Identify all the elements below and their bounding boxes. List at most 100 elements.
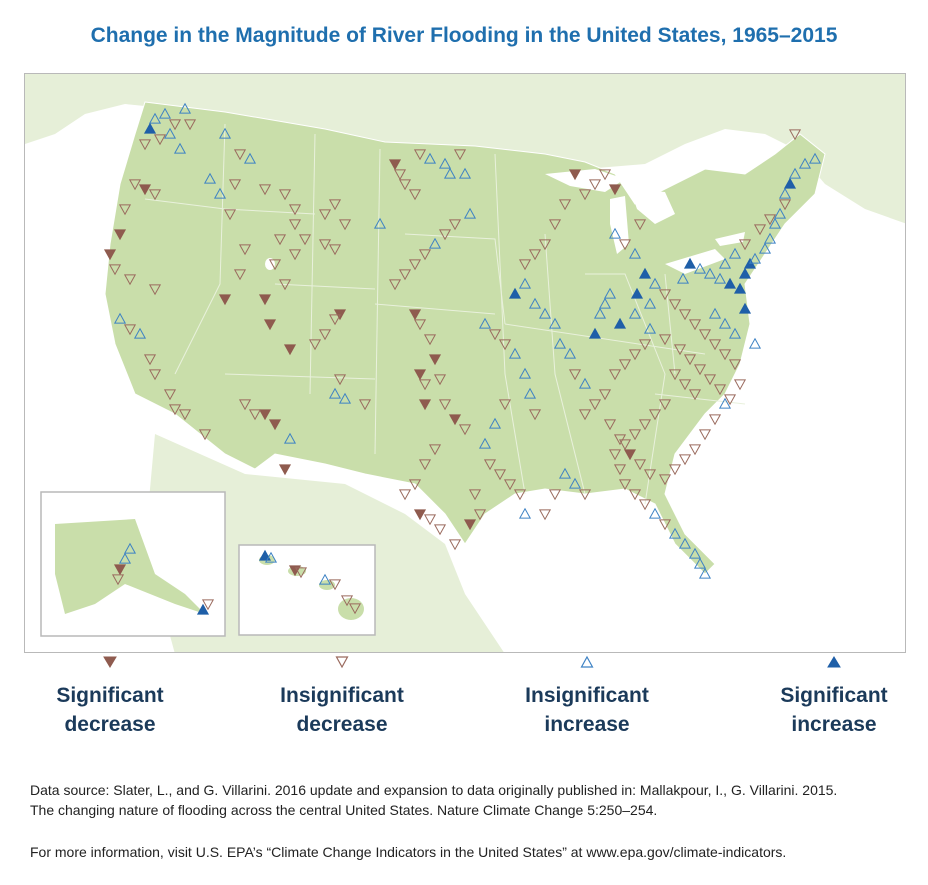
- insignificant-decrease-marker: [703, 374, 717, 386]
- insignificant-increase-marker: [538, 307, 552, 319]
- insignificant-decrease-marker: [308, 339, 322, 351]
- significant-increase-marker: [738, 302, 752, 314]
- legend-label-line1: Insignificant: [280, 684, 404, 707]
- insignificant-decrease-marker: [488, 329, 502, 341]
- insignificant-decrease-marker: [708, 414, 722, 426]
- insignificant-increase-marker: [773, 207, 787, 219]
- insignificant-increase-marker: [488, 417, 502, 429]
- insignificant-decrease-marker: [340, 595, 354, 607]
- insignificant-decrease-marker: [688, 389, 702, 401]
- insignificant-increase-marker: [693, 557, 707, 569]
- insignificant-increase-marker: [518, 277, 532, 289]
- insignificant-increase-marker: [628, 307, 642, 319]
- insignificant-decrease-marker: [448, 219, 462, 231]
- insignificant-increase-marker: [758, 242, 772, 254]
- insignificant-decrease-marker: [438, 399, 452, 411]
- insignificant-decrease-marker: [393, 169, 407, 181]
- insignificant-decrease-marker: [408, 479, 422, 491]
- gauge-markers: [103, 102, 822, 615]
- insignificant-increase-marker: [598, 297, 612, 309]
- significant-decrease-marker: [103, 249, 117, 261]
- insignificant-decrease-marker: [148, 189, 162, 201]
- insignificant-decrease-marker: [483, 459, 497, 471]
- insignificant-decrease-marker: [618, 239, 632, 251]
- insignificant-decrease-marker: [433, 524, 447, 536]
- insignificant-decrease-marker: [658, 334, 672, 346]
- insignificant-decrease-marker: [328, 244, 342, 256]
- insignificant-decrease-marker: [648, 409, 662, 421]
- insignificant-decrease-marker: [333, 374, 347, 386]
- insignificant-increase-marker: [133, 327, 147, 339]
- insignificant-decrease-marker: [788, 129, 802, 141]
- insignificant-decrease-marker: [168, 119, 182, 131]
- insignificant-decrease-marker: [318, 209, 332, 221]
- insignificant-decrease-marker: [358, 399, 372, 411]
- insignificant-decrease-marker: [413, 319, 427, 331]
- legend-label-line1: Significant: [56, 684, 164, 707]
- insignificant-increase-marker: [423, 152, 437, 164]
- insignificant-decrease-marker: [228, 179, 242, 191]
- significant-decrease-marker: [268, 419, 282, 431]
- insignificant-decrease-marker: [678, 379, 692, 391]
- significant-decrease-marker: [448, 414, 462, 426]
- significant-decrease-marker: [608, 184, 622, 196]
- significant-increase-marker: [630, 287, 644, 299]
- significant-decrease-marker: [278, 464, 292, 476]
- insignificant-decrease-marker: [198, 429, 212, 441]
- significant-decrease-marker: [113, 564, 127, 576]
- insignificant-decrease-marker: [638, 499, 652, 511]
- significant-decrease-marker: [408, 309, 422, 321]
- insignificant-increase-marker: [508, 347, 522, 359]
- legend-insignificant-increase: Insignificant increase: [497, 655, 677, 739]
- insignificant-decrease-marker: [294, 567, 308, 579]
- insignificant-increase-marker: [158, 107, 172, 119]
- insignificant-increase-marker: [788, 167, 802, 179]
- insignificant-decrease-marker: [398, 179, 412, 191]
- significant-increase-icon: [827, 656, 841, 668]
- insignificant-decrease-marker: [458, 424, 472, 436]
- insignificant-decrease-marker: [753, 224, 767, 236]
- insignificant-decrease-marker: [453, 149, 467, 161]
- insignificant-increase-marker: [676, 272, 690, 284]
- insignificant-increase-marker: [608, 227, 622, 239]
- insignificant-decrease-marker: [738, 239, 752, 251]
- insignificant-increase-marker: [748, 337, 762, 349]
- insignificant-decrease-marker: [618, 439, 632, 451]
- insignificant-decrease-marker: [298, 234, 312, 246]
- insignificant-decrease-marker: [578, 189, 592, 201]
- insignificant-decrease-marker: [338, 219, 352, 231]
- insignificant-increase-marker: [283, 432, 297, 444]
- insignificant-increase-marker: [643, 297, 657, 309]
- insignificant-decrease-marker: [318, 239, 332, 251]
- insignificant-decrease-marker: [568, 369, 582, 381]
- significant-increase-marker: [783, 177, 797, 189]
- insignificant-increase-marker: [713, 272, 727, 284]
- insignificant-increase-marker: [113, 312, 127, 324]
- insignificant-decrease-marker: [608, 449, 622, 461]
- insignificant-decrease-marker: [718, 349, 732, 361]
- significant-decrease-marker: [428, 354, 442, 366]
- insignificant-decrease-marker: [178, 409, 192, 421]
- insignificant-increase-marker: [178, 102, 192, 114]
- insignificant-increase-marker: [203, 172, 217, 184]
- insignificant-decrease-marker: [668, 464, 682, 476]
- insignificant-decrease-marker: [558, 199, 572, 211]
- source-line-1: Data source: Slater, L., and G. Villarin…: [30, 782, 838, 798]
- insignificant-increase-marker: [768, 217, 782, 229]
- insignificant-increase-marker: [688, 547, 702, 559]
- insignificant-increase-marker: [798, 157, 812, 169]
- significant-decrease-marker: [138, 184, 152, 196]
- insignificant-increase-marker: [568, 477, 582, 489]
- insignificant-decrease-marker: [613, 464, 627, 476]
- significant-increase-marker: [723, 277, 737, 289]
- insignificant-decrease-marker: [278, 189, 292, 201]
- insignificant-decrease-marker: [123, 324, 137, 336]
- insignificant-increase-marker: [593, 307, 607, 319]
- mexico-land: [145, 434, 504, 652]
- insignificant-increase-marker: [213, 187, 227, 199]
- insignificant-decrease-marker: [233, 149, 247, 161]
- insignificant-decrease-marker: [433, 374, 447, 386]
- insignificant-increase-marker: [438, 157, 452, 169]
- insignificant-decrease-marker: [618, 479, 632, 491]
- insignificant-decrease-marker: [278, 279, 292, 291]
